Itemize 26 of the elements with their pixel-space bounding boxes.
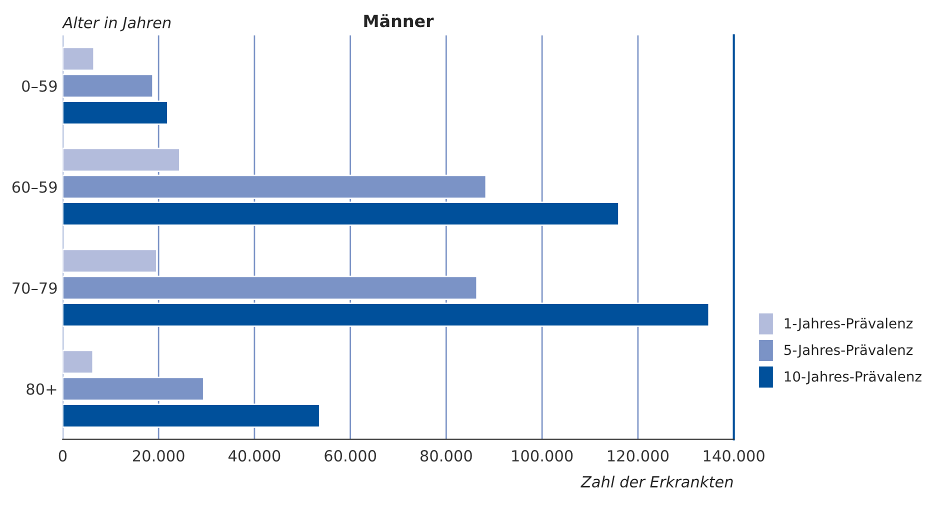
y-tick-label: 60–59 — [12, 181, 57, 193]
x-tick-label: 60.000 — [324, 450, 376, 462]
y-axis-title: Alter in Jahren — [62, 16, 171, 32]
legend-label: 5-Jahres-Prävalenz — [784, 344, 913, 358]
bar — [62, 46, 95, 72]
bar — [62, 202, 620, 226]
bar — [62, 148, 180, 172]
legend-label: 10-Jahres-Prävalenz — [784, 370, 922, 384]
bar — [62, 302, 710, 327]
x-tick-label: 0 — [58, 450, 67, 462]
bar — [62, 404, 320, 428]
x-axis-title: Zahl der Erkrankten — [580, 476, 733, 488]
y-tick-label: 0–59 — [22, 80, 57, 92]
y-tick-label: 70–79 — [12, 282, 57, 294]
bar — [62, 100, 168, 125]
x-tick-label: 120.000 — [608, 450, 669, 462]
bar — [62, 350, 94, 374]
bar — [62, 248, 158, 274]
chart-title: Männer — [364, 14, 434, 28]
legend-label: 1-Jahres-Prävalenz — [784, 318, 913, 332]
x-tick-label: 80.000 — [420, 450, 472, 462]
x-tick-label: 140.000 — [704, 450, 764, 462]
x-tick-label: 40.000 — [228, 450, 280, 462]
x-tick-label: 100.000 — [512, 450, 573, 462]
y-tick-label: 80+ — [26, 383, 56, 395]
x-tick-label: 20.000 — [132, 450, 184, 462]
